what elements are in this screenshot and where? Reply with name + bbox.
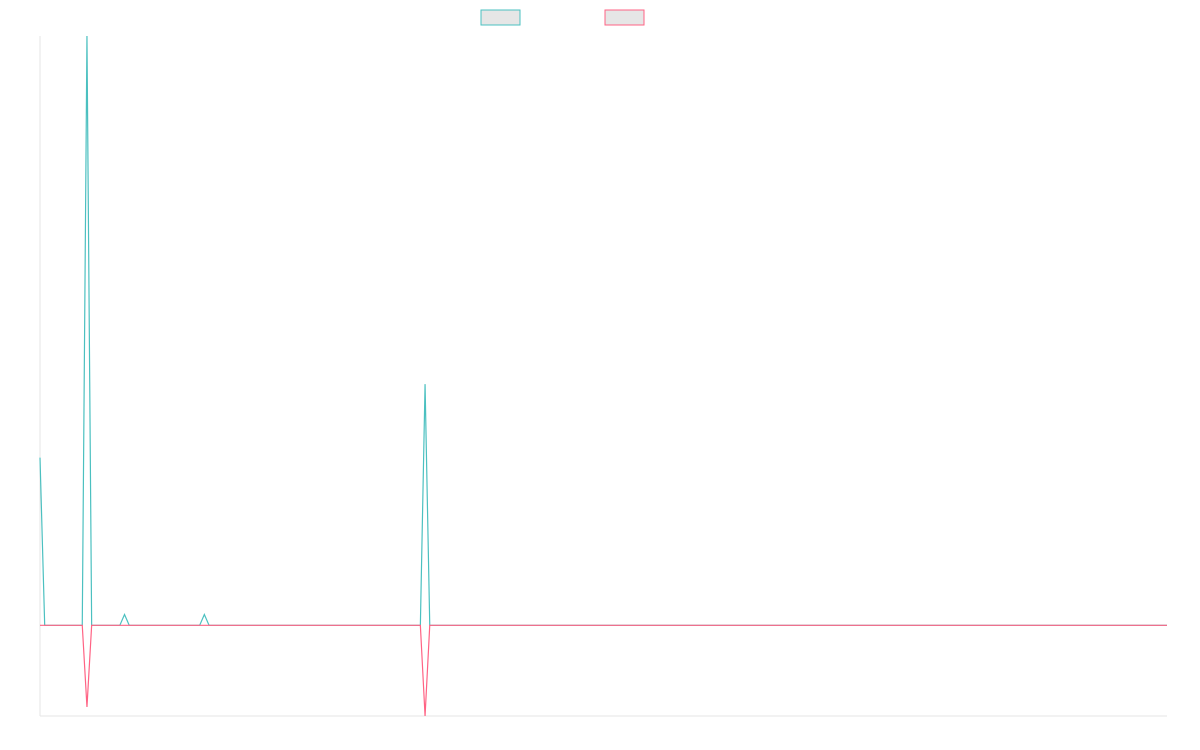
series-line: [40, 624, 1167, 717]
legend-swatch: [604, 9, 645, 26]
series-line: [39, 35, 1167, 626]
legend-swatch: [480, 9, 521, 26]
